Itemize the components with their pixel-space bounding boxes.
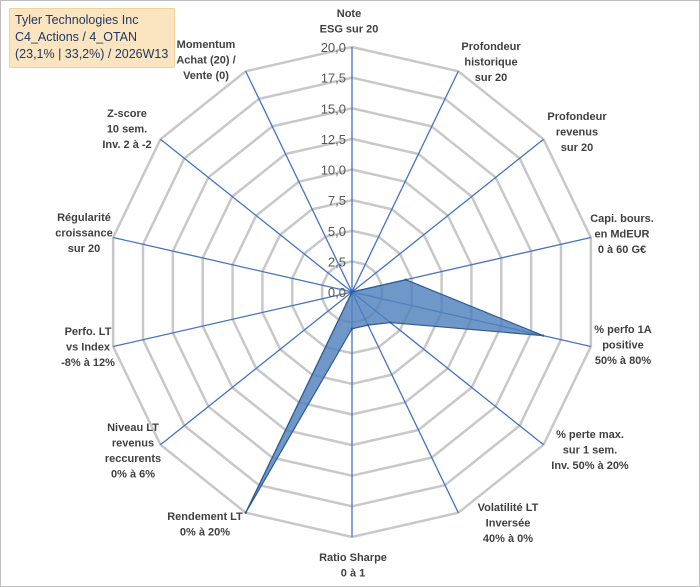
series-point <box>541 334 545 337</box>
series-point <box>350 327 354 330</box>
axis-label: Ratio Sharpe 0 à 1 <box>319 552 387 580</box>
axis-label: Capi. bours. en MdEUR 0 à 60 G€ <box>590 213 654 256</box>
axis-label: Profondeur revenus sur 20 <box>547 111 607 154</box>
series-point <box>389 321 392 324</box>
tick-label: 5,0 <box>328 224 346 239</box>
axis-spoke <box>245 70 353 293</box>
axis-label: Profondeur historique sur 20 <box>461 41 521 84</box>
axis-spoke <box>160 291 353 446</box>
tick-label: 20,0 <box>321 40 346 55</box>
axis-label: Régularité croissance sur 20 <box>55 212 112 255</box>
axis-label: Z-score 10 sem. Inv. 2 à -2 <box>102 108 151 151</box>
tick-label: 10,0 <box>321 163 346 178</box>
axis-spoke <box>160 138 353 293</box>
axis-label: Rendement LT 0% à 20% <box>167 511 243 539</box>
tick-label: 2,5 <box>328 254 346 269</box>
chart-title-company: Tyler Technologies Inc <box>15 13 139 27</box>
axis-spoke <box>351 138 544 293</box>
tick-label: 15,0 <box>321 101 346 116</box>
tick-label: 0,0 <box>328 285 346 300</box>
axis-spoke <box>351 291 459 514</box>
series-point <box>350 290 354 294</box>
chart-title-portfolio: C4_Actions / 4_OTAN <box>15 30 138 44</box>
series-point <box>244 511 247 514</box>
chart-title-stats: (23,1% | 33,2%) / 2026W13 <box>15 47 169 61</box>
tick-label: 12,5 <box>321 132 346 147</box>
axis-spoke <box>112 236 353 293</box>
axis-label: Note ESG sur 20 <box>320 8 379 36</box>
radar-series <box>244 278 545 514</box>
series-point <box>366 323 370 327</box>
series-area <box>245 279 544 514</box>
axis-label: % perfo 1A positive 50% à 80% <box>594 324 652 367</box>
axis-label: % perte max. sur 1 sem. Inv. 50% à 20% <box>551 429 629 472</box>
chart-title-box: Tyler Technologies Inc C4_Actions / 4_OT… <box>9 8 175 68</box>
radar-tick-labels: 0,0 2,5 5,0 7,5 10,0 12,5 15,0 17,5 20,0 <box>321 40 346 300</box>
axis-label: Niveau LT revenus reccurents 0% à 6% <box>105 422 161 481</box>
axis-label: Volatilité LT Inversée 40% à 0% <box>478 502 539 545</box>
axis-label: Momentum Achat (20) / Vente (0) <box>176 39 235 82</box>
tick-label: 7,5 <box>328 193 346 208</box>
radar-axis-labels: Note ESG sur 20 Profondeur historique sur 20… <box>55 8 654 580</box>
tick-label: 17,5 <box>321 71 346 86</box>
axis-spoke <box>351 70 459 293</box>
axis-spoke <box>112 291 353 348</box>
series-point <box>404 278 407 281</box>
axis-label: Perfo. LT vs Index -8% à 12% <box>61 326 115 369</box>
